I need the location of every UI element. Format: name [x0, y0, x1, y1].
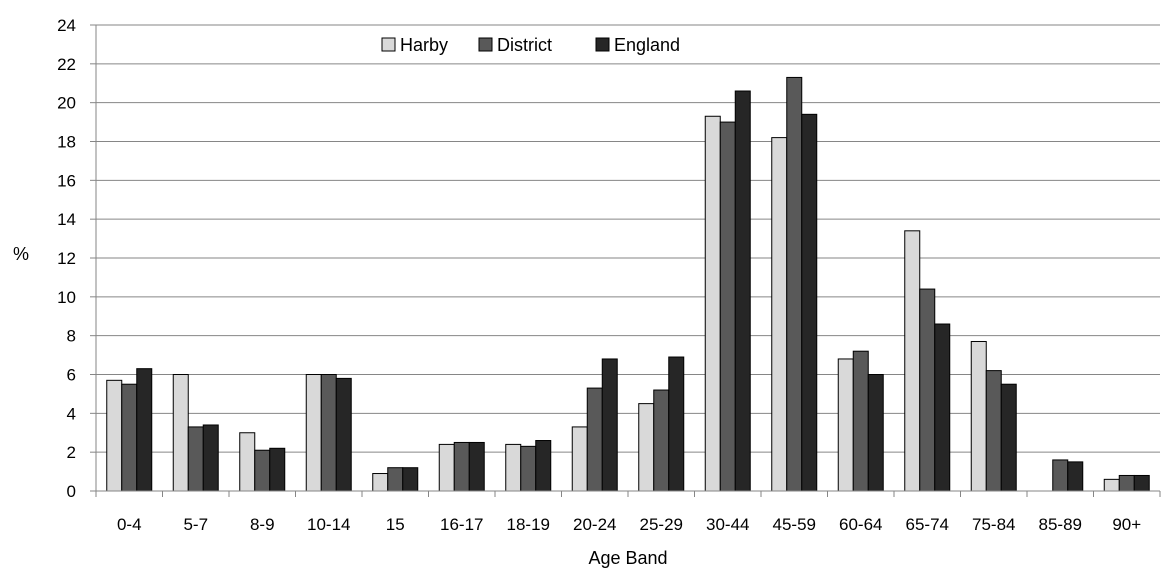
y-tick-label: 8 [67, 327, 76, 346]
x-tick-label: 18-19 [507, 515, 550, 534]
bar-harby-16-17 [438, 443, 455, 492]
bar-harby-25-29 [638, 403, 655, 492]
bar-harby-45-59 [771, 137, 788, 492]
x-tick-label: 10-14 [307, 515, 350, 534]
gridlines [90, 24, 1160, 492]
legend-label-england: England [614, 35, 680, 55]
bar-england-5-7 [202, 424, 219, 492]
axes [95, 25, 1161, 497]
bar-england-0-4 [136, 368, 153, 492]
x-tick-label: 85-89 [1039, 515, 1082, 534]
bar-england-18-19 [535, 440, 552, 492]
bar-district-30-44 [719, 121, 736, 492]
y-tick-label: 14 [57, 210, 76, 229]
bar-harby-65-74 [904, 230, 921, 492]
x-tick-label: 15 [386, 515, 405, 534]
x-tick-label: 5-7 [183, 515, 208, 534]
legend-swatch-district [478, 37, 493, 52]
x-tick-label: 25-29 [640, 515, 683, 534]
x-tick-label: 8-9 [250, 515, 275, 534]
bar-england-8-9 [269, 447, 286, 492]
bar-harby-0-4 [106, 379, 123, 492]
y-tick-label: 2 [67, 443, 76, 462]
bar-district-90+ [1118, 474, 1135, 492]
bar-district-0-4 [121, 383, 138, 492]
bar-england-20-24 [601, 358, 618, 492]
bar-harby-20-24 [571, 426, 588, 492]
y-tick-label: 24 [57, 16, 76, 35]
bar-district-15 [387, 467, 404, 492]
legend-label-district: District [497, 35, 552, 55]
bar-district-18-19 [520, 445, 537, 492]
bar-england-10-14 [335, 377, 352, 492]
x-tick-label: 65-74 [906, 515, 949, 534]
bar-district-75-84 [985, 370, 1002, 492]
y-tick-label: 6 [67, 366, 76, 385]
y-tick-label: 22 [57, 55, 76, 74]
bar-england-65-74 [934, 323, 951, 492]
x-tick-label: 20-24 [573, 515, 616, 534]
bar-england-15 [402, 467, 419, 492]
legend-swatch-harby [381, 37, 396, 52]
bar-district-16-17 [453, 441, 470, 492]
bar-england-60-64 [867, 374, 884, 492]
bar-england-25-29 [668, 356, 685, 492]
y-tick-label: 4 [67, 404, 76, 423]
y-tick-label: 20 [57, 94, 76, 113]
bar-harby-18-19 [505, 443, 522, 492]
bar-district-45-59 [786, 76, 803, 492]
y-tick-label: 18 [57, 133, 76, 152]
bar-england-75-84 [1000, 383, 1017, 492]
bars [106, 76, 1150, 492]
bar-district-65-74 [919, 288, 936, 492]
legend-label-harby: Harby [400, 35, 448, 55]
bar-district-5-7 [187, 426, 204, 492]
x-tick-label: 16-17 [440, 515, 483, 534]
x-tick-label: 30-44 [706, 515, 749, 534]
y-tick-label: 16 [57, 171, 76, 190]
bar-district-20-24 [586, 387, 603, 492]
bar-england-90+ [1133, 474, 1150, 492]
bar-harby-5-7 [172, 374, 189, 492]
bar-england-16-17 [468, 441, 485, 492]
bar-harby-60-64 [837, 358, 854, 492]
bar-district-8-9 [254, 449, 271, 492]
bar-harby-30-44 [704, 115, 721, 492]
bar-harby-75-84 [970, 340, 987, 492]
bar-district-10-14 [320, 374, 337, 492]
bar-england-45-59 [801, 113, 818, 492]
y-tick-label: 0 [67, 482, 76, 501]
x-tick-label: 60-64 [839, 515, 882, 534]
y-tick-label: 10 [57, 288, 76, 307]
x-tick-label: 45-59 [773, 515, 816, 534]
y-tick-label: 12 [57, 249, 76, 268]
x-tick-labels: 0-4 5-7 8-9 10-14 15 16-17 18-19 20-24 25-29 30-4… [117, 515, 1141, 534]
x-tick-label: 0-4 [117, 515, 142, 534]
x-axis-title: Age Band [588, 548, 667, 568]
bar-district-25-29 [653, 389, 670, 492]
x-tick-label: 75-84 [972, 515, 1015, 534]
bar-harby-10-14 [305, 374, 322, 492]
bar-district-60-64 [852, 350, 869, 492]
bar-england-30-44 [734, 90, 751, 492]
legend-swatch-england [595, 37, 610, 52]
x-tick-label: 90+ [1112, 515, 1141, 534]
bar-harby-15 [372, 473, 389, 492]
bar-harby-90+ [1103, 478, 1120, 492]
bar-harby-8-9 [239, 432, 256, 492]
legend: Harby District England [381, 35, 680, 55]
bar-england-85-89 [1067, 461, 1084, 492]
bar-district-85-89 [1052, 459, 1069, 492]
y-axis-title: % [13, 244, 29, 264]
